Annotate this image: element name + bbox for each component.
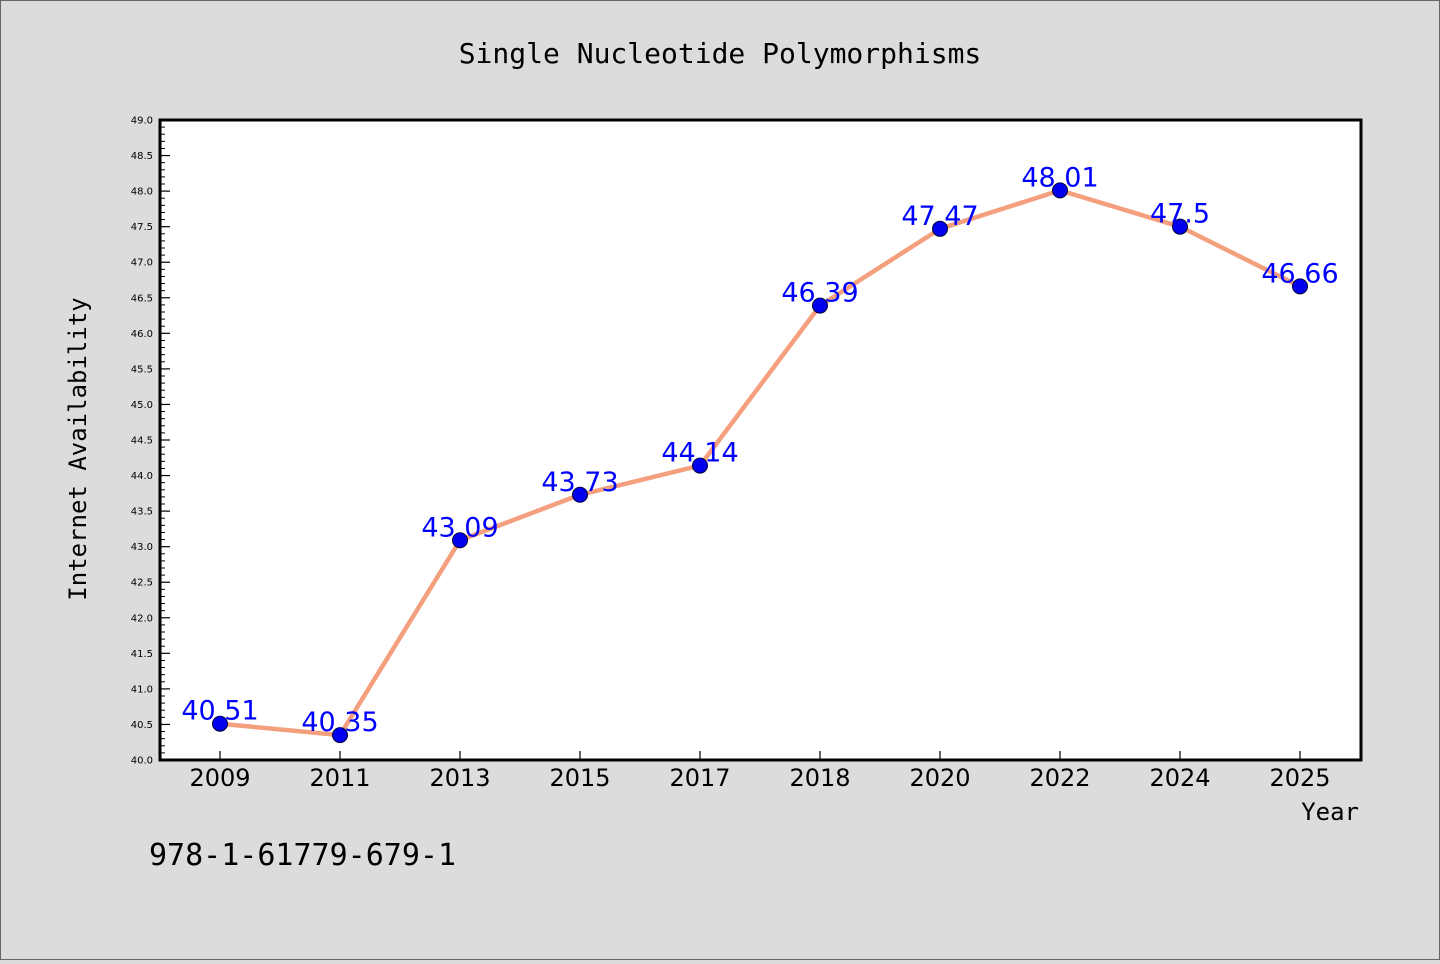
y-tick-label: 45.5 [131,364,153,375]
data-point [212,715,228,732]
data-point [1172,218,1188,235]
data-label: 46.66 [1261,258,1338,289]
data-label: 48.01 [1021,162,1098,193]
x-tick-label: 2009 [189,764,250,792]
x-axis: 2009 2011 2013 2015 2017 2018 2020 2022 2024 2025 [189,751,1331,792]
data-label: 43.73 [541,467,618,498]
data-point [812,297,828,314]
y-tick-label: 41.0 [131,684,153,695]
data-label: 44.14 [661,438,738,469]
y-tick-label: 44.5 [131,436,153,447]
data-point [332,727,348,744]
data-point [1292,278,1308,295]
x-tick-label: 2013 [429,764,490,792]
data-label: 43.09 [421,512,498,543]
y-tick-label: 40.5 [131,720,153,731]
chart-title: Single Nucleotide Polymorphisms [459,37,982,70]
x-axis-label: Year [1301,798,1359,826]
x-tick-label: 2011 [309,764,370,792]
y-tick-label: 45.0 [131,400,153,411]
y-tick-label: 46.5 [131,293,153,304]
y-tick-label: 42.5 [131,578,153,589]
data-point [572,486,588,503]
y-tick-label: 41.5 [131,649,153,660]
y-tick-label: 40.0 [131,756,153,767]
series-group: 40.51 40.35 43.09 43.73 44.14 46.39 47.47 48.01… [181,162,1339,744]
data-point [452,532,468,549]
x-tick-label: 2025 [1269,764,1330,792]
y-tick-label: 43.5 [131,507,153,518]
y-axis: 40.0 40.5 41.0 41.5 42.0 42.5 43.0 43.5 44.0 44.5… [131,116,170,767]
x-tick-label: 2018 [789,764,850,792]
x-tick-label: 2020 [909,764,970,792]
x-tick-label: 2017 [669,764,730,792]
x-tick-label: 2015 [549,764,610,792]
y-tick-label: 47.0 [131,258,153,269]
data-point [1052,182,1068,199]
data-label: 40.35 [301,707,378,738]
x-tick-label: 2022 [1029,764,1090,792]
plot-area [158,118,1363,762]
data-label: 46.39 [781,278,858,309]
y-tick-label: 44.0 [131,471,153,482]
y-tick-label: 43.0 [131,542,153,553]
y-tick-label: 48.0 [131,187,153,198]
data-label: 40.51 [181,696,258,727]
data-label: 47.5 [1150,199,1210,230]
data-label: 47.47 [901,201,978,232]
data-point [692,457,708,474]
y-tick-label: 48.5 [131,151,153,162]
y-tick-label: 42.0 [131,613,153,624]
x-tick-label: 2024 [1149,764,1210,792]
y-tick-label: 47.5 [131,222,153,233]
y-axis-label: Internet Availability [64,297,92,600]
y-tick-label: 49.0 [131,116,153,127]
footer-note: 978-1-61779-679-1 [149,838,456,873]
series-line [217,188,1303,738]
data-point [932,220,948,237]
y-tick-label: 46.0 [131,329,153,340]
